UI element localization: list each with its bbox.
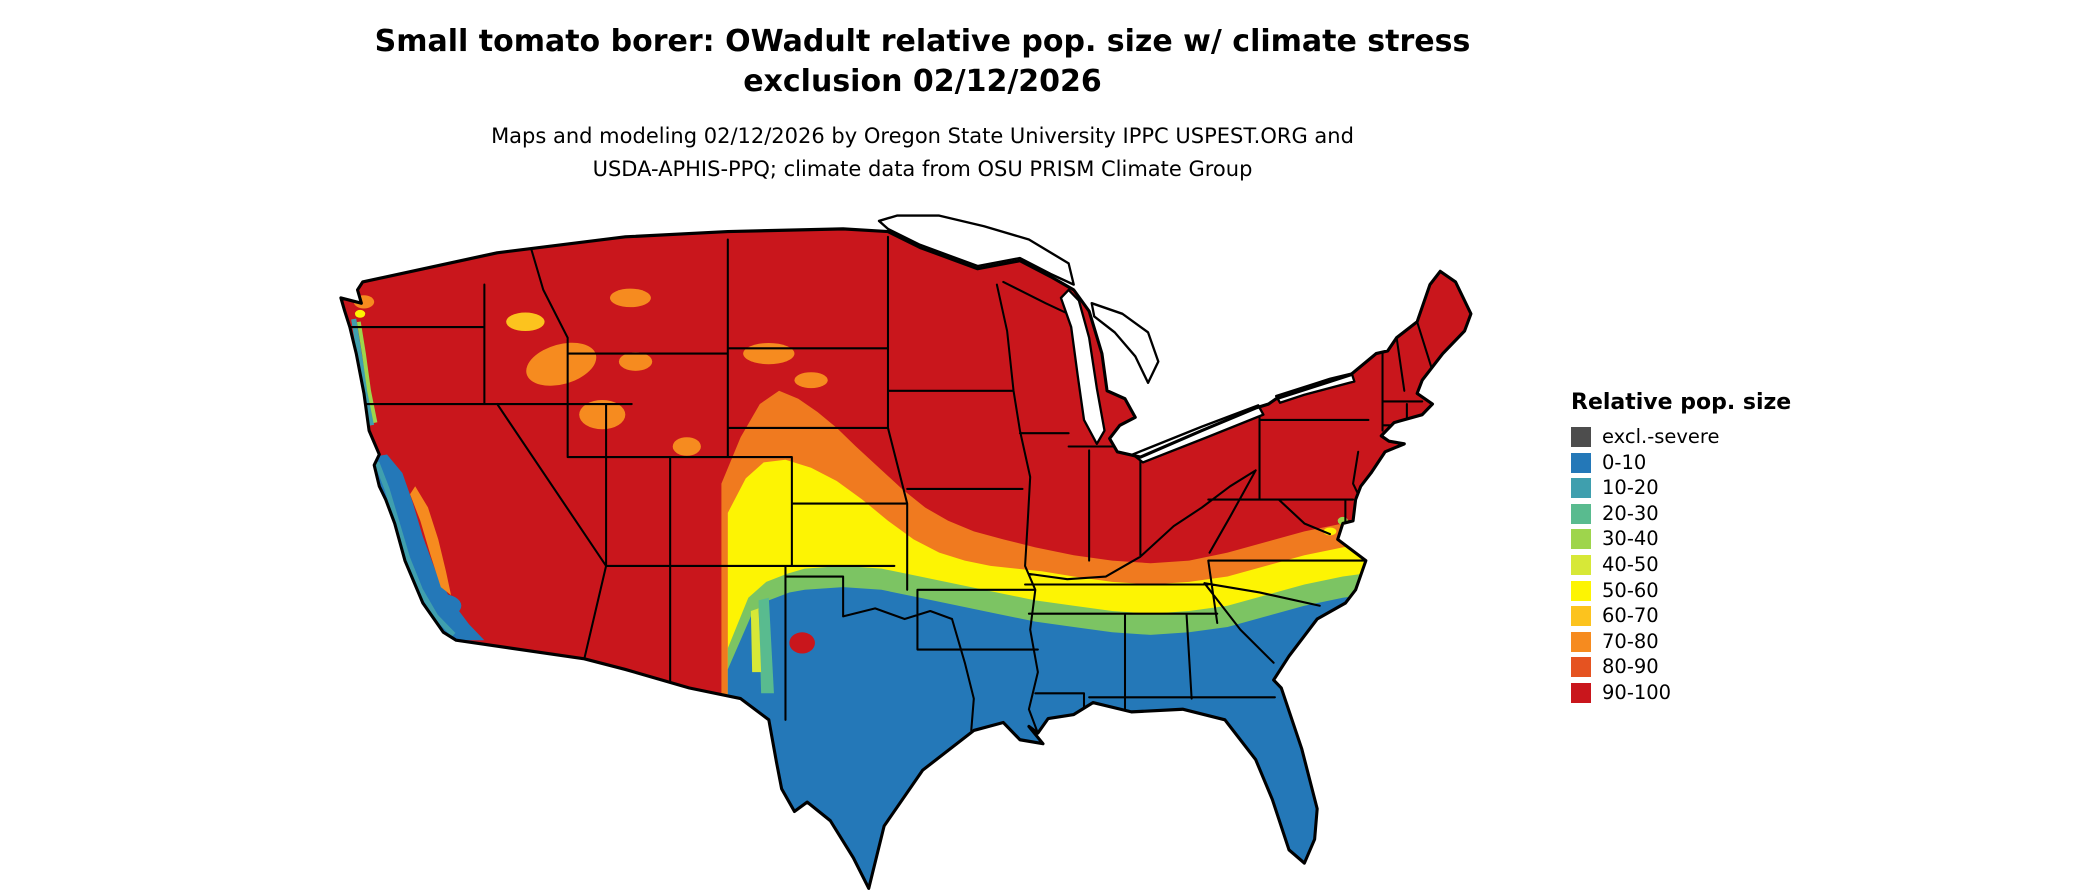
legend-label: 0-10	[1602, 450, 1647, 474]
legend-label: 10-20	[1602, 476, 1659, 500]
legend-item: 70-80	[1571, 629, 1791, 653]
legend-item: 60-70	[1571, 604, 1791, 628]
legend-swatch	[1571, 503, 1591, 524]
legend-label: 90-100	[1602, 680, 1672, 704]
legend-label: 60-70	[1602, 604, 1659, 628]
map-title-line2: exclusion 02/12/2026	[743, 64, 1102, 99]
legend-swatch	[1571, 631, 1591, 652]
map-title-line1: Small tomato borer: OWadult relative pop…	[374, 24, 1471, 59]
legend-label: 80-90	[1602, 655, 1659, 679]
lake-michigan	[1059, 288, 1106, 446]
legend-swatch	[1571, 554, 1591, 575]
legend-item: 90-100	[1571, 680, 1791, 704]
us-outline	[339, 227, 1473, 890]
legend-swatch	[1571, 452, 1591, 473]
legend-item: 0-10	[1571, 450, 1791, 474]
map-subtitle-line1: Maps and modeling 02/12/2026 by Oregon S…	[491, 124, 1354, 148]
legend-label: 40-50	[1602, 552, 1659, 576]
legend-item: 30-40	[1571, 527, 1791, 551]
legend-label: 50-60	[1602, 578, 1659, 602]
map-title: Small tomato borer: OWadult relative pop…	[0, 22, 1845, 102]
legend-swatch	[1571, 682, 1591, 703]
map-subtitle: Maps and modeling 02/12/2026 by Oregon S…	[0, 120, 1845, 186]
legend-item: 10-20	[1571, 476, 1791, 500]
legend-label: 30-40	[1602, 527, 1659, 551]
legend-label: excl.-severe	[1602, 425, 1720, 448]
legend-item: 80-90	[1571, 655, 1791, 679]
legend-item: 20-30	[1571, 501, 1791, 525]
legend-swatch	[1571, 427, 1591, 447]
legend-swatch	[1571, 657, 1591, 678]
lake-huron	[1090, 301, 1160, 385]
legend-label: 20-30	[1602, 501, 1659, 525]
lake-superior	[877, 214, 1075, 286]
legend: Relative pop. size excl.-severe 0-10 10-…	[1571, 390, 1791, 709]
legend-item: 40-50	[1571, 552, 1791, 576]
legend-swatch	[1571, 606, 1591, 627]
us-map-svg	[339, 214, 1473, 890]
legend-swatch	[1571, 478, 1591, 499]
legend-swatch	[1571, 580, 1591, 601]
legend-title: Relative pop. size	[1571, 390, 1792, 415]
legend-item: 50-60	[1571, 578, 1791, 602]
legend-swatch	[1571, 529, 1591, 550]
legend-label: 70-80	[1602, 629, 1659, 653]
us-map	[305, 205, 1535, 892]
legend-item: excl.-severe	[1571, 427, 1791, 447]
state-borders	[348, 235, 1434, 735]
map-subtitle-line2: USDA-APHIS-PPQ; climate data from OSU PR…	[592, 157, 1253, 181]
